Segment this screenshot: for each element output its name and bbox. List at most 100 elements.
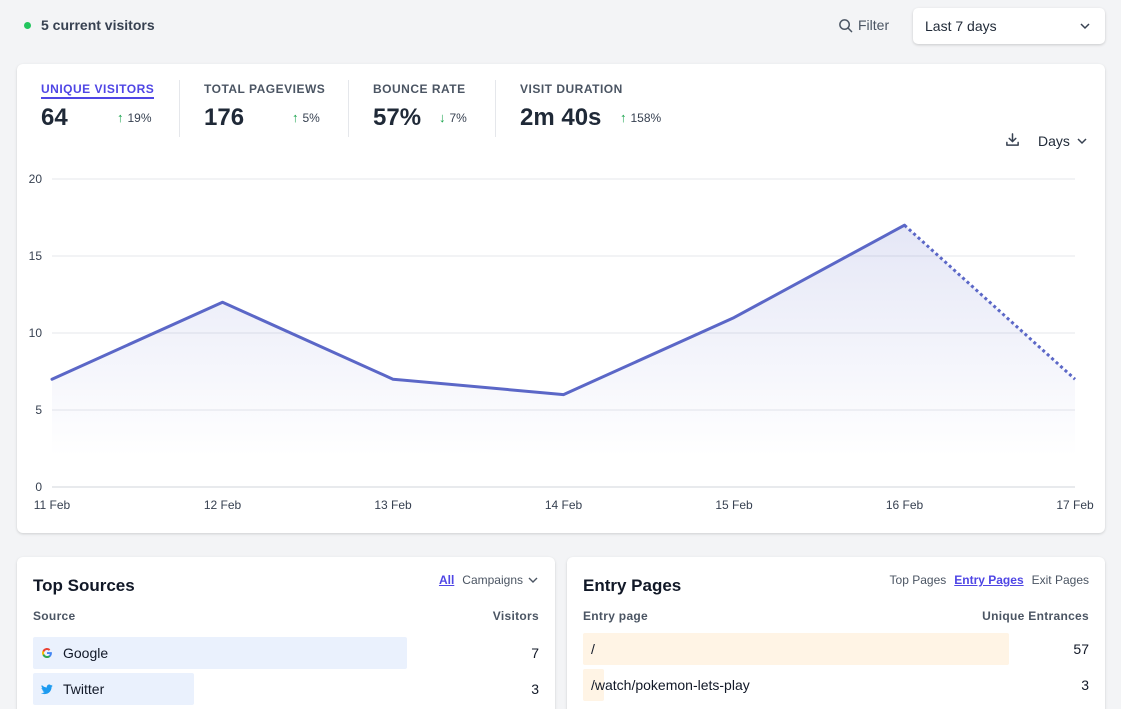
series-area <box>52 225 1075 457</box>
stat-change-value: 19% <box>127 110 152 125</box>
list-item[interactable]: Twitter 3 <box>33 673 539 705</box>
twitter-icon <box>41 684 53 695</box>
list-item[interactable]: Google 7 <box>33 637 539 669</box>
stat-label: TOTAL PAGEVIEWS <box>204 82 326 96</box>
data-point[interactable] <box>560 391 568 399</box>
row-label: Twitter <box>41 681 104 697</box>
row-bar <box>33 637 407 669</box>
current-visitors[interactable]: 5 current visitors <box>24 17 155 33</box>
stat-label: UNIQUE VISITORS <box>41 82 155 99</box>
filter-button[interactable]: Filter <box>838 17 889 33</box>
stat-change-value: 5% <box>302 110 320 125</box>
stat-divider <box>348 80 349 137</box>
row-value: 3 <box>531 681 539 697</box>
stat-label: VISIT DURATION <box>520 82 623 96</box>
arrow-up-icon: ↑ <box>620 110 627 125</box>
row-value: 7 <box>531 645 539 661</box>
stat-change: ↑ 5% <box>292 110 320 125</box>
tab-campaigns-label: Campaigns <box>462 573 523 587</box>
x-tick-label: 14 Feb <box>545 498 583 512</box>
y-tick-label: 20 <box>29 172 43 186</box>
stat-value: 2m 40s <box>520 104 602 131</box>
tab-exit-pages[interactable]: Exit Pages <box>1031 573 1089 587</box>
arrow-up-icon: ↑ <box>117 110 124 125</box>
data-point[interactable] <box>1071 375 1079 383</box>
list-item[interactable]: /watch/pokemon-lets-play 3 <box>583 669 1089 701</box>
interval-select[interactable]: Days <box>1038 133 1089 149</box>
stat-label: BOUNCE RATE <box>373 82 466 96</box>
row-bar <box>583 669 604 701</box>
series-line <box>50 223 906 397</box>
visitors-line-chart[interactable]: 0 5 10 15 20 11 Feb 12 Feb 13 Feb 14 Feb 15 Feb 16… <box>17 64 1105 533</box>
row-value: 3 <box>1081 677 1089 693</box>
x-tick-label: 13 Feb <box>374 498 412 512</box>
source-name: Twitter <box>63 681 105 697</box>
stat-divider <box>179 80 180 137</box>
stat-bounce-rate[interactable]: BOUNCE RATE 57% ↓ 7% <box>373 80 467 137</box>
arrow-down-icon: ↓ <box>439 110 446 125</box>
stat-change: ↓ 7% <box>439 110 467 125</box>
arrow-up-icon: ↑ <box>292 110 299 125</box>
google-icon <box>41 647 53 659</box>
x-tick-label: 11 Feb <box>34 498 71 512</box>
top-sources-title: Top Sources <box>33 576 135 595</box>
tab-entry-pages[interactable]: Entry Pages <box>954 573 1024 587</box>
search-icon <box>839 18 853 32</box>
live-dot-icon <box>24 21 31 29</box>
filter-label: Filter <box>858 17 890 33</box>
chevron-down-icon <box>528 577 538 583</box>
top-bar: 5 current visitors Filter Last 7 days <box>0 0 1121 56</box>
top-sources-tabs: All Campaigns <box>439 573 539 587</box>
column-header-source: Source <box>33 609 76 623</box>
page-path: / <box>591 641 595 657</box>
stat-value: 64 <box>41 104 68 131</box>
entry-pages-tabs: Top Pages Entry Pages Exit Pages <box>890 573 1089 587</box>
stat-divider <box>495 80 496 137</box>
data-point[interactable] <box>901 221 909 229</box>
data-point[interactable] <box>389 375 397 383</box>
data-point[interactable] <box>48 375 56 383</box>
entry-pages-title: Entry Pages <box>583 576 682 595</box>
stat-change-value: 7% <box>449 110 467 125</box>
data-point[interactable] <box>730 314 738 322</box>
y-tick-label: 15 <box>29 249 43 263</box>
date-range-select[interactable]: Last 7 days <box>913 8 1105 44</box>
interval-label: Days <box>1038 133 1070 149</box>
download-icon[interactable] <box>1005 132 1020 150</box>
tab-campaigns[interactable]: Campaigns <box>462 573 539 587</box>
stat-change-value: 158% <box>630 110 662 125</box>
stat-value: 57% <box>373 104 422 131</box>
page-path: /watch/pokemon-lets-play <box>591 677 750 693</box>
source-name: Google <box>63 645 109 661</box>
column-header-entry-page: Entry page <box>583 609 649 623</box>
y-tick-label: 10 <box>29 326 43 340</box>
row-value: 57 <box>1073 641 1089 657</box>
current-visitors-label: 5 current visitors <box>41 17 155 33</box>
tab-all[interactable]: All <box>438 573 455 587</box>
chevron-down-icon <box>1080 23 1090 30</box>
main-graph-card: UNIQUE VISITORS 64 ↑ 19% TOTAL PAGEVIEWS … <box>17 64 1105 533</box>
chevron-down-icon <box>1077 138 1087 145</box>
row-bar <box>583 633 1009 665</box>
tab-top-pages[interactable]: Top Pages <box>889 573 947 587</box>
x-tick-label: 12 Feb <box>204 498 242 512</box>
stat-change: ↑ 158% <box>620 110 661 125</box>
row-bar <box>33 673 194 705</box>
x-tick-label: 15 Feb <box>715 498 753 512</box>
y-tick-label: 5 <box>35 403 42 417</box>
series-line-partial <box>903 224 1077 381</box>
data-point[interactable] <box>219 298 227 306</box>
list-item[interactable]: / 57 <box>583 633 1089 665</box>
top-sources-card: Top Sources All Campaigns Source Visitor… <box>17 557 555 709</box>
stat-change: ↑ 19% <box>117 110 152 125</box>
x-tick-label: 16 Feb <box>886 498 924 512</box>
stat-unique-visitors[interactable]: UNIQUE VISITORS 64 ↑ 19% <box>41 80 155 137</box>
chart-toolbar: Days <box>1005 132 1089 150</box>
stat-visit-duration[interactable]: VISIT DURATION 2m 40s ↑ 158% <box>520 80 661 137</box>
entry-pages-card: Entry Pages Top Pages Entry Pages Exit P… <box>567 557 1105 709</box>
y-tick-label: 0 <box>35 480 42 494</box>
column-header-unique-entrances: Unique Entrances <box>982 609 1089 623</box>
stat-total-pageviews[interactable]: TOTAL PAGEVIEWS 176 ↑ 5% <box>204 80 325 137</box>
stat-value: 176 <box>204 104 245 131</box>
column-header-visitors: Visitors <box>492 609 539 623</box>
